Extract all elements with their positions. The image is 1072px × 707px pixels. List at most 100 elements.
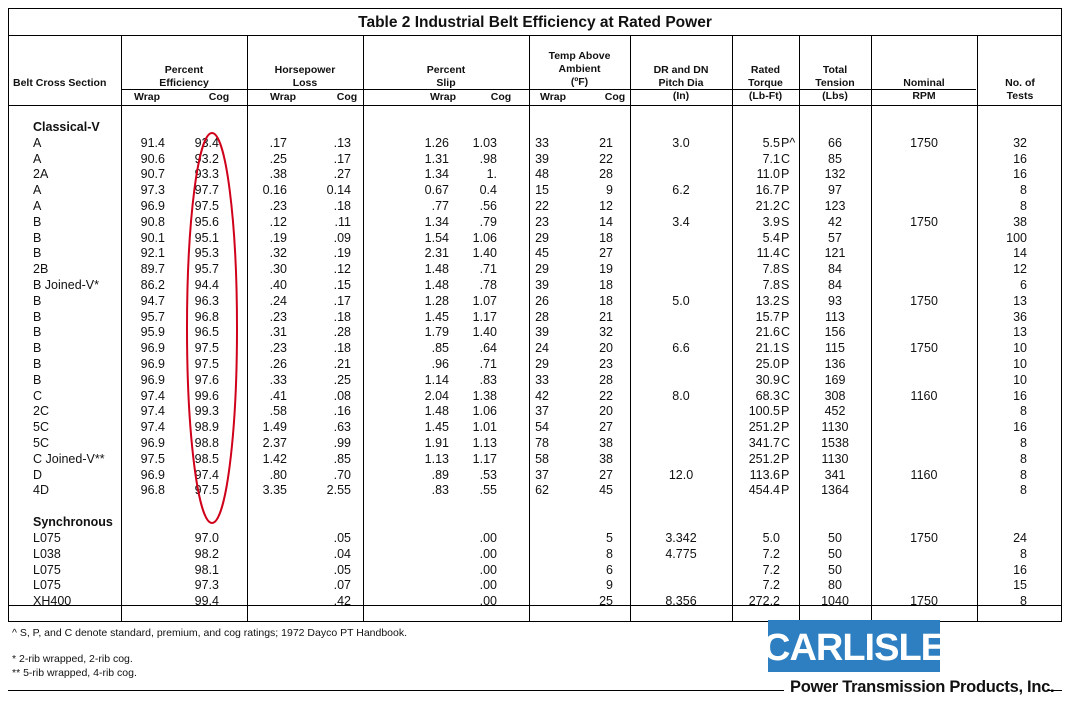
cell-belt: A [33, 151, 42, 166]
cell-temp-cog: 28 [599, 372, 613, 387]
cell-belt: 2C [33, 404, 49, 419]
cell-torque: 21.1 [755, 341, 780, 356]
cell-slip-wrap: 1.45 [424, 420, 449, 435]
cell-slip-cog: 1.06 [472, 404, 497, 419]
cell-eff-cog: 98.5 [194, 451, 219, 466]
cell-tension: 50 [828, 546, 842, 561]
cell-hp-cog: .18 [333, 341, 351, 356]
cell-temp-cog: 6 [606, 562, 613, 577]
cell-rpm: 1750 [910, 214, 938, 229]
cell-torque: 16.7 [755, 183, 780, 198]
header-tests: No. of Tests [1005, 77, 1035, 102]
cell-hp-cog: .09 [333, 230, 351, 245]
cell-torque: 3.9 [762, 214, 780, 229]
cell-torque: 113.6 [749, 467, 780, 482]
cell-slip-wrap: 1.45 [424, 309, 449, 324]
cell-hp-cog: .15 [333, 278, 351, 292]
cell-tests: 15 [1013, 578, 1027, 593]
cell-eff-cog: 99.6 [194, 388, 219, 403]
cell-temp-cog: 8 [606, 546, 613, 561]
cell-eff-wrap: 97.3 [140, 183, 165, 198]
cell-belt: B [33, 325, 42, 340]
cell-hp-cog: .05 [333, 531, 351, 545]
cell-slip-wrap: 2.31 [424, 246, 449, 261]
header-slip: Percent Slip [426, 64, 466, 89]
cell-tension: 341 [824, 467, 846, 482]
cell-torque-rating: S [781, 278, 790, 292]
table-title: Table 2 Industrial Belt Efficiency at Ra… [9, 9, 1061, 36]
cell-slip-cog: 1.40 [472, 246, 497, 261]
cell-belt: 5C [33, 420, 49, 435]
cell-hp-cog: .19 [333, 246, 351, 261]
cell-temp-cog: 28 [599, 167, 613, 182]
footnote-ratings: ^ S, P, and C denote standard, premium, … [12, 627, 408, 639]
cell-eff-wrap: 96.8 [140, 483, 165, 498]
cell-temp-wrap: 24 [535, 341, 549, 356]
cell-pitch: 6.6 [672, 341, 690, 356]
cell-torque-rating: P [781, 467, 790, 482]
cell-eff-wrap: 90.1 [140, 230, 165, 245]
cell-eff-cog: 99.4 [194, 594, 219, 609]
cell-slip-wrap: 1.79 [424, 325, 449, 340]
cell-slip-wrap: 1.48 [424, 262, 449, 277]
cell-eff-wrap: 97.4 [140, 388, 165, 403]
cell-hp-wrap: .23 [269, 341, 287, 356]
cell-tension: 66 [828, 135, 842, 150]
cell-belt: XH400 [33, 594, 72, 609]
cell-hp-cog: .18 [333, 309, 351, 324]
cell-tests: 100 [1006, 230, 1027, 245]
cell-slip-wrap: 0.67 [424, 183, 449, 198]
header-sub-cog: Cog [336, 91, 358, 103]
cell-eff-wrap: 89.7 [140, 262, 165, 277]
cell-slip-wrap: .77 [431, 199, 449, 213]
cell-slip-cog: 1.13 [472, 436, 497, 450]
cell-pitch: 8.356 [665, 594, 697, 609]
cell-belt: L075 [33, 578, 61, 593]
cell-tension: 50 [828, 531, 842, 545]
cell-tests: 8 [1020, 546, 1027, 561]
cell-hp-cog: .17 [333, 293, 351, 308]
cell-tension: 123 [824, 199, 846, 213]
cell-rpm: 1750 [910, 594, 938, 609]
header-sub-cog: Cog [490, 91, 512, 103]
cell-belt: C Joined-V** [33, 451, 105, 466]
cell-slip-cog: .55 [479, 483, 497, 498]
cell-belt: B [33, 293, 42, 308]
cell-eff-cog: 97.3 [194, 578, 219, 593]
cell-hp-cog: .28 [333, 325, 351, 340]
cell-slip-cog: .00 [479, 531, 497, 545]
cell-tests: 8 [1020, 183, 1027, 198]
cell-eff-cog: 95.1 [194, 230, 219, 245]
cell-torque: 25.0 [755, 357, 780, 371]
cell-hp-cog: .05 [333, 562, 351, 577]
header-sub-wrap: Wrap [539, 91, 567, 103]
cell-tests: 10 [1013, 372, 1027, 387]
cell-slip-cog: 1.01 [472, 420, 497, 435]
cell-torque-rating: S [781, 293, 790, 308]
cell-slip-cog: 1.17 [472, 309, 497, 324]
cell-hp-wrap: 2.37 [262, 436, 287, 450]
cell-torque-rating: C [781, 325, 791, 340]
cell-belt: B [33, 341, 42, 356]
cell-hp-cog: 2.55 [326, 483, 351, 498]
cell-hp-wrap: .12 [269, 214, 287, 229]
cell-torque: 7.8 [762, 262, 780, 277]
cell-pitch: 12.0 [668, 467, 694, 482]
cell-torque-rating: P^ [781, 135, 796, 150]
cell-eff-wrap: 95.7 [140, 309, 165, 324]
cell-temp-wrap: 23 [535, 214, 549, 229]
cell-temp-wrap: 62 [535, 483, 549, 498]
cell-tests: 8 [1020, 467, 1027, 482]
cell-slip-cog: .71 [479, 357, 497, 371]
cell-slip-cog: .83 [479, 372, 497, 387]
cell-hp-wrap: .19 [269, 230, 287, 245]
cell-torque-rating: P [781, 483, 790, 498]
cell-temp-wrap: 39 [535, 325, 549, 340]
cell-torque: 5.4 [762, 230, 780, 245]
cell-temp-cog: 12 [599, 199, 613, 213]
cell-slip-cog: .00 [479, 594, 497, 609]
cell-belt: 5C [33, 436, 49, 450]
cell-slip-cog: .64 [479, 341, 497, 356]
header-efficiency: Percent Efficiency [159, 64, 209, 89]
cell-temp-cog: 9 [606, 578, 613, 593]
